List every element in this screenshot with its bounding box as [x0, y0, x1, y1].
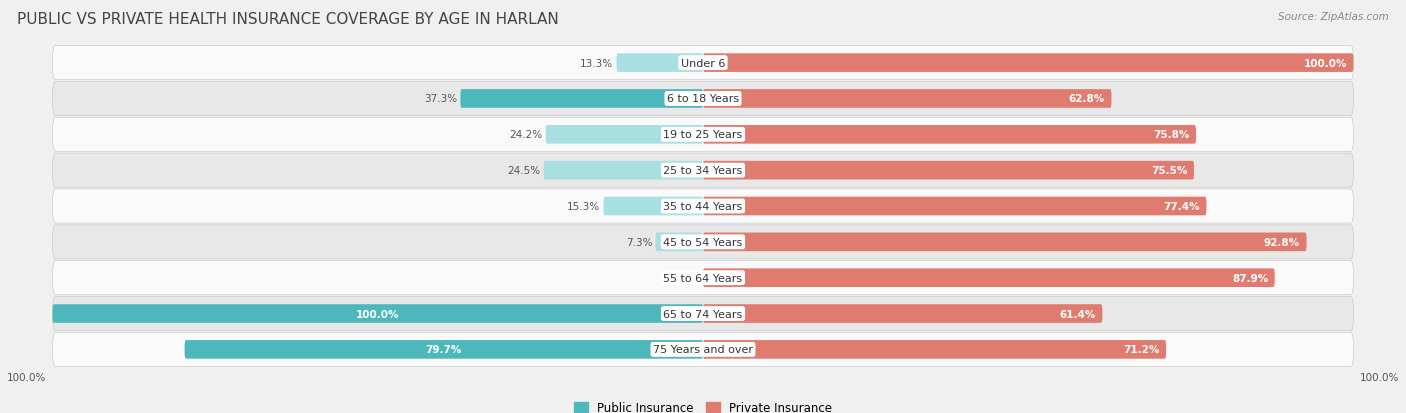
FancyBboxPatch shape: [460, 90, 703, 109]
Text: 0.0%: 0.0%: [668, 273, 695, 283]
Text: 100.0%: 100.0%: [1360, 372, 1399, 382]
FancyBboxPatch shape: [603, 197, 703, 216]
FancyBboxPatch shape: [703, 161, 1194, 180]
Text: 77.4%: 77.4%: [1163, 202, 1199, 211]
FancyBboxPatch shape: [52, 118, 1354, 152]
Text: 75.8%: 75.8%: [1153, 130, 1189, 140]
Text: 75.5%: 75.5%: [1152, 166, 1188, 176]
FancyBboxPatch shape: [52, 304, 703, 323]
FancyBboxPatch shape: [52, 261, 1354, 295]
FancyBboxPatch shape: [52, 154, 1354, 188]
FancyBboxPatch shape: [703, 197, 1206, 216]
FancyBboxPatch shape: [703, 340, 1166, 359]
Text: 19 to 25 Years: 19 to 25 Years: [664, 130, 742, 140]
FancyBboxPatch shape: [703, 90, 1112, 109]
FancyBboxPatch shape: [184, 340, 703, 359]
FancyBboxPatch shape: [52, 297, 1354, 331]
Text: 24.2%: 24.2%: [509, 130, 543, 140]
FancyBboxPatch shape: [52, 225, 1354, 259]
Text: 6 to 18 Years: 6 to 18 Years: [666, 94, 740, 104]
FancyBboxPatch shape: [52, 82, 1354, 116]
Text: 15.3%: 15.3%: [567, 202, 600, 211]
Text: 25 to 34 Years: 25 to 34 Years: [664, 166, 742, 176]
Text: 100.0%: 100.0%: [356, 309, 399, 319]
Text: 24.5%: 24.5%: [508, 166, 540, 176]
Legend: Public Insurance, Private Insurance: Public Insurance, Private Insurance: [569, 396, 837, 413]
Text: 79.7%: 79.7%: [426, 344, 463, 354]
Text: 71.2%: 71.2%: [1123, 344, 1160, 354]
Text: Under 6: Under 6: [681, 59, 725, 69]
FancyBboxPatch shape: [52, 332, 1354, 366]
Text: 13.3%: 13.3%: [581, 59, 613, 69]
Text: 62.8%: 62.8%: [1069, 94, 1105, 104]
Text: PUBLIC VS PRIVATE HEALTH INSURANCE COVERAGE BY AGE IN HARLAN: PUBLIC VS PRIVATE HEALTH INSURANCE COVER…: [17, 12, 558, 27]
FancyBboxPatch shape: [52, 47, 1354, 81]
FancyBboxPatch shape: [703, 54, 1354, 73]
FancyBboxPatch shape: [703, 304, 1102, 323]
Text: Source: ZipAtlas.com: Source: ZipAtlas.com: [1278, 12, 1389, 22]
Text: 35 to 44 Years: 35 to 44 Years: [664, 202, 742, 211]
Text: 75 Years and over: 75 Years and over: [652, 344, 754, 354]
FancyBboxPatch shape: [703, 269, 1275, 287]
Text: 100.0%: 100.0%: [1303, 59, 1347, 69]
FancyBboxPatch shape: [655, 233, 703, 252]
FancyBboxPatch shape: [544, 161, 703, 180]
Text: 55 to 64 Years: 55 to 64 Years: [664, 273, 742, 283]
Text: 65 to 74 Years: 65 to 74 Years: [664, 309, 742, 319]
FancyBboxPatch shape: [703, 126, 1197, 144]
Text: 37.3%: 37.3%: [425, 94, 457, 104]
FancyBboxPatch shape: [703, 233, 1306, 252]
Text: 7.3%: 7.3%: [626, 237, 652, 247]
Text: 45 to 54 Years: 45 to 54 Years: [664, 237, 742, 247]
Text: 92.8%: 92.8%: [1264, 237, 1301, 247]
FancyBboxPatch shape: [546, 126, 703, 144]
FancyBboxPatch shape: [616, 54, 703, 73]
Text: 87.9%: 87.9%: [1232, 273, 1268, 283]
FancyBboxPatch shape: [52, 190, 1354, 223]
Text: 61.4%: 61.4%: [1060, 309, 1095, 319]
Text: 100.0%: 100.0%: [7, 372, 46, 382]
